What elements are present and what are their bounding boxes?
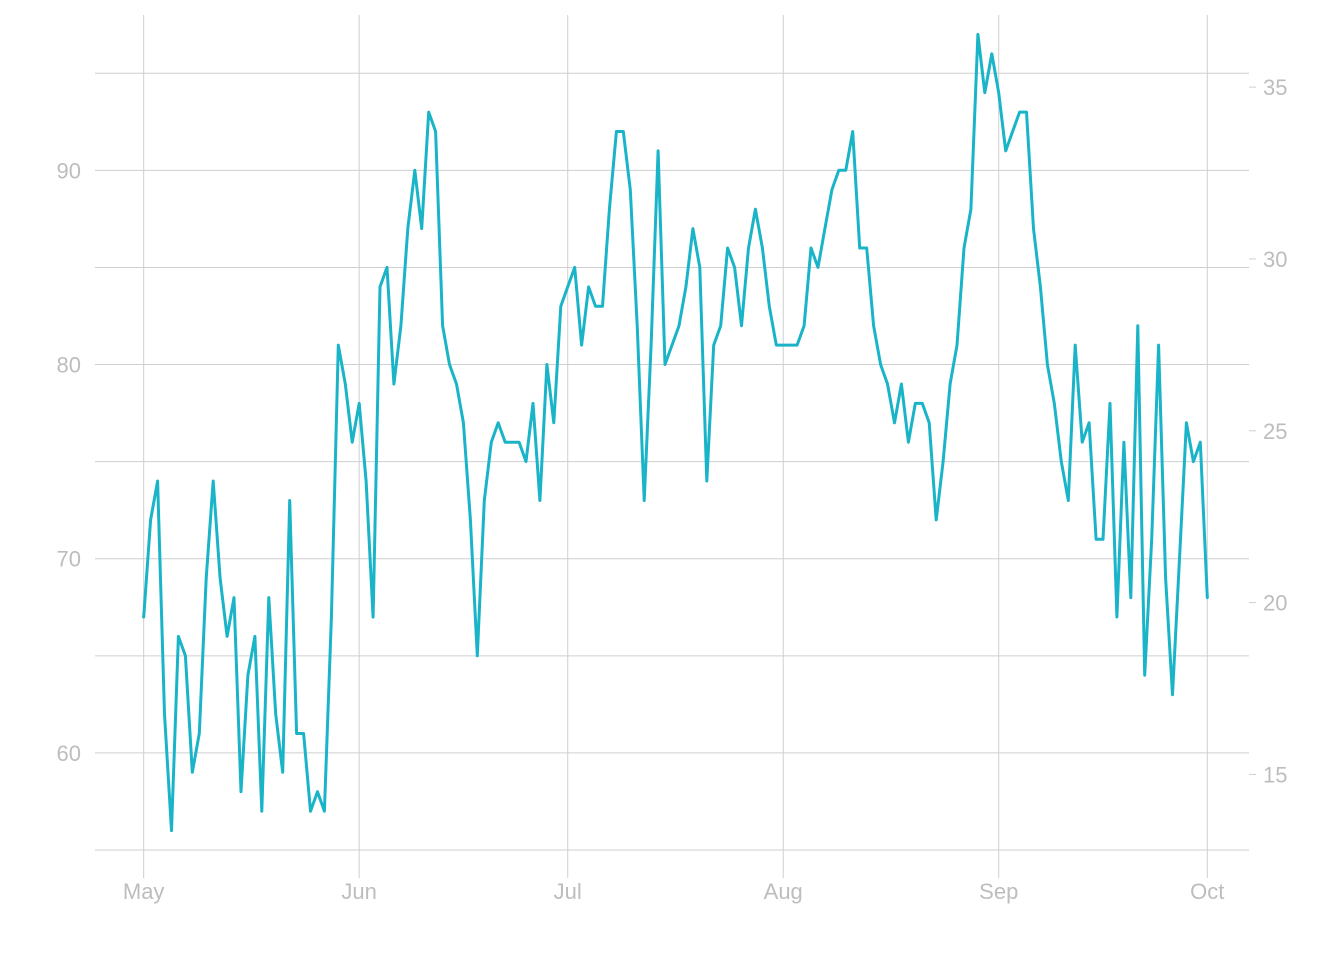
y-tick-label-right: 15	[1263, 762, 1287, 787]
x-axis-ticks: May Jun Jul Aug Sep Oct	[123, 879, 1225, 904]
x-tick-label: Sep	[979, 879, 1018, 904]
y-tick-label-left: 80	[57, 353, 81, 378]
y-tick-label-right: 20	[1263, 591, 1287, 616]
y-tick-label-right: 30	[1263, 247, 1287, 272]
x-gridlines	[143, 15, 1208, 878]
y-tick-label-right: 35	[1263, 75, 1287, 100]
x-tick-label: Jun	[341, 879, 376, 904]
series-group	[142, 32, 1209, 833]
series-line-0	[142, 32, 1209, 833]
x-tick-label: May	[123, 879, 165, 904]
y-tick-label-left: 60	[57, 741, 81, 766]
y-tick-label-right: 25	[1263, 419, 1287, 444]
x-tick-label: Aug	[764, 879, 803, 904]
x-tick-label: Jul	[554, 879, 582, 904]
y-gridlines	[95, 72, 1249, 851]
y-tick-label-left: 70	[57, 547, 81, 572]
y-axis-left-ticks: 60 70 80 90	[57, 158, 81, 766]
y-axis-right-ticks: 15 20 25 30 35	[1249, 75, 1287, 787]
x-tick-label: Oct	[1190, 879, 1224, 904]
y-tick-label-left: 90	[57, 158, 81, 183]
